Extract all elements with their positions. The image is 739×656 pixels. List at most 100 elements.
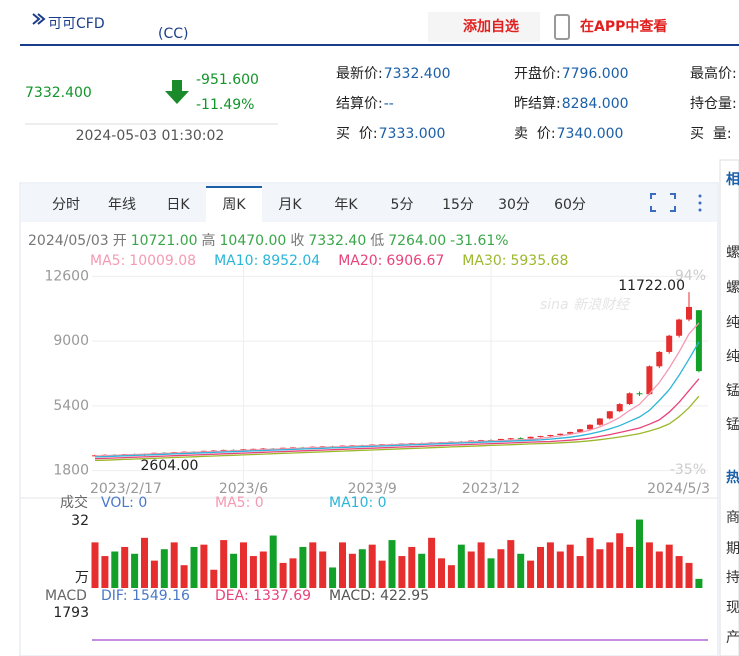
candle-body <box>547 435 554 437</box>
quote-value: 8284.000 <box>562 96 629 112</box>
volume-bar <box>111 551 119 588</box>
volume-bar <box>249 556 257 588</box>
volume-unit: 万 <box>75 570 89 586</box>
volume-bar <box>457 544 465 588</box>
tab[interactable]: 年K <box>334 197 358 213</box>
volume-bar <box>259 551 267 588</box>
volume-bar <box>616 533 624 588</box>
legend-value: 6906.67 <box>386 253 444 269</box>
y-tick-label: 9000 <box>53 333 89 349</box>
sidebar-item[interactable]: 产 <box>726 630 739 646</box>
candle-body <box>646 366 653 395</box>
legend-name: MA20: <box>338 253 382 269</box>
volume-bar <box>299 546 307 588</box>
volume-bar <box>279 562 287 588</box>
volume-legend: MA5: 0 <box>215 495 264 511</box>
watermark: sina 新浪财经 <box>540 297 631 313</box>
volume-bar <box>596 549 604 588</box>
volume-bar <box>636 519 643 588</box>
macd-legend: DEA: 1337.69 <box>215 588 311 604</box>
volume-bar <box>200 544 208 588</box>
legend-name: MA30: <box>462 253 506 269</box>
candle-body <box>517 438 524 440</box>
candle-body <box>676 319 683 336</box>
add-button[interactable]: 添加自选 <box>463 18 519 35</box>
volume-bar <box>626 546 634 588</box>
volume-bar <box>428 537 436 588</box>
x-tick-label: 2023/9 <box>348 481 397 497</box>
sidebar-item[interactable]: 相 <box>726 171 739 188</box>
volume-bar <box>269 535 277 588</box>
candle-body <box>497 438 504 441</box>
sidebar-item[interactable]: 持 <box>726 570 739 586</box>
candle-body <box>626 393 633 405</box>
legend-value: 10009.08 <box>129 253 196 269</box>
volume-bar <box>180 565 188 588</box>
sidebar-item[interactable]: 纯 <box>726 315 739 331</box>
candle-body <box>636 393 643 395</box>
x-tick-label: 2023/6 <box>219 481 268 497</box>
volume-bar <box>240 542 247 588</box>
app-link[interactable]: 在APP中查看 <box>580 18 667 35</box>
candle-body <box>507 438 514 440</box>
volume-bar <box>556 551 564 588</box>
tab[interactable]: 60分 <box>554 197 586 213</box>
tab[interactable]: 日K <box>166 197 190 213</box>
tab[interactable]: 月K <box>278 197 302 213</box>
quote-label: 结算价: <box>336 96 383 112</box>
info-item: 低 <box>370 233 384 249</box>
add-button-bg[interactable] <box>428 12 540 42</box>
volume-bar <box>408 546 416 588</box>
chart-frame <box>19 182 719 656</box>
right-label: -35% <box>670 462 706 478</box>
sidebar-item[interactable]: 热 <box>726 469 739 486</box>
volume-bar <box>537 546 544 588</box>
sidebar-item[interactable]: 商 <box>726 510 739 526</box>
sidebar-item[interactable]: 锰 <box>726 417 739 433</box>
candle-body <box>656 351 663 367</box>
tab[interactable]: 年线 <box>108 197 136 213</box>
volume-bar <box>586 537 594 588</box>
volume-bar <box>665 544 673 588</box>
volume-bar <box>210 569 218 588</box>
candle-body <box>478 440 485 442</box>
quote-value: 7796.000 <box>562 66 629 82</box>
info-item: 10721.00 <box>131 233 198 249</box>
volume-bar <box>418 553 426 588</box>
tab[interactable]: 5分 <box>391 197 414 213</box>
sidebar-item[interactable]: 纯 <box>726 349 739 365</box>
candle-body <box>557 433 564 436</box>
sidebar-item[interactable]: 期 <box>726 541 739 557</box>
change: -951.600 <box>196 72 259 88</box>
volume-bar <box>319 551 327 588</box>
ma-line <box>94 378 700 460</box>
legend-name: MA10: <box>214 253 258 269</box>
volume-bar <box>348 553 356 588</box>
fullscreen-icon[interactable] <box>650 193 676 212</box>
tab[interactable]: 30分 <box>498 197 530 213</box>
active-tab[interactable] <box>206 186 262 222</box>
sidebar-item[interactable]: 锰 <box>726 383 739 399</box>
quote-label: 昨结算: <box>514 96 561 112</box>
volume-bar <box>388 540 396 588</box>
plot: 2024/05/03 开 10721.00 高 10470.00 收 7332.40 低 726… <box>20 232 718 641</box>
tab[interactable]: 分时 <box>52 197 80 213</box>
info-item: 2024/05/03 <box>28 233 109 249</box>
sidebar-item[interactable]: 现 <box>726 600 739 616</box>
y-tick-label: 1800 <box>53 463 89 479</box>
volume-bar <box>675 556 683 588</box>
volume-bar <box>517 553 525 588</box>
time: 2024-05-03 01:30:02 <box>76 128 225 144</box>
volume-bar <box>447 565 455 588</box>
sidebar-item[interactable]: 螺 <box>726 245 739 261</box>
volume-bar <box>190 546 198 588</box>
ma-line <box>94 395 700 462</box>
volume-bar <box>378 560 386 588</box>
volume-bar <box>655 551 663 588</box>
info-item: 高 <box>202 232 216 249</box>
volume-bar <box>398 556 406 588</box>
tab[interactable]: 15分 <box>442 197 474 213</box>
sidebar-item[interactable]: 螺 <box>726 280 739 296</box>
tab[interactable]: 周K <box>222 197 246 213</box>
